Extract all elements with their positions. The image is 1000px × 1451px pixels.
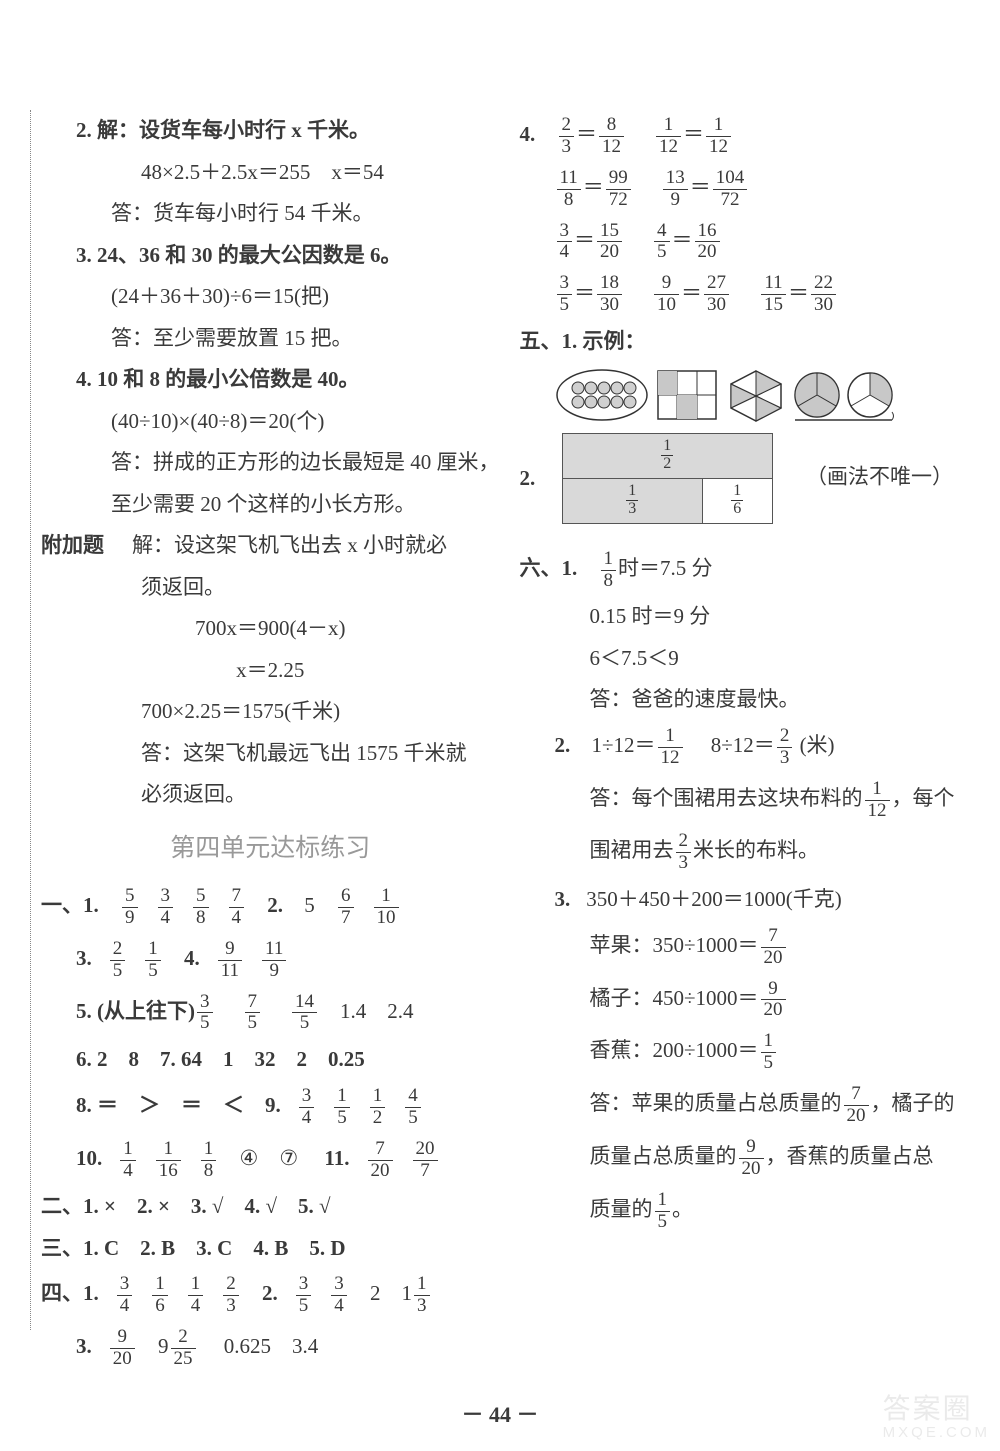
two-pies-icon [792,368,897,423]
answer-line: 34＝152045＝1620 [520,221,971,264]
answer-line: 六、1. 18时＝7.5 分 [520,549,971,592]
section-five: 五、1. 示例： [520,326,971,358]
answer-line: 一、1. 59345874 2. 5 67110 [41,886,500,929]
text-line: 质量的15。 [520,1190,971,1233]
answer-line: 10.1411618 ④ ⑦ 11.720207 [41,1139,500,1182]
text-line: 至少需要 20 个这样的小长方形。 [41,489,500,521]
text-line: 答：至少需要放置 15 把。 [41,323,500,355]
answer-line: 二、1. × 2. × 3. √ 4. √ 5. √ [41,1191,500,1223]
text-line: 48×2.5＋2.5x＝255 x＝54 [41,157,500,189]
section-heading: 第四单元达标练习 [41,830,500,868]
hexagon-icon [725,368,787,423]
text-line: 4. 10 和 8 的最小公倍数是 40。 [41,364,500,396]
text-line: 苹果：350÷1000＝720 [520,926,971,969]
answer-line: 3.920 9225 0.625 3.4 [41,1327,500,1370]
text-line: 附加题解：设这架飞机飞出去 x 小时就必 [41,530,500,562]
text-line: 围裙用去23米长的布料。 [520,831,971,874]
text-line: (24＋36＋30)÷6＝15(把) [41,281,500,313]
text-line: 2. 解：设货车每小时行 x 千米。 [41,115,500,147]
text-line: 答：爸爸的速度最快。 [520,684,971,716]
text-line: 须返回。 [41,572,500,604]
answer-line: 2. 1÷12＝112 8÷12＝23 (米) [520,726,971,769]
text-line: 答：每个围裙用去这块布料的112，每个 [520,779,971,822]
shapes-row [520,368,971,423]
text-line: 答：货车每小时行 54 千米。 [41,198,500,230]
answer-line: 4. 23＝812112＝112 [520,115,971,158]
answer-line: 三、1. C 2. B 3. C 4. B 5. D [41,1233,500,1265]
answer-line: 3.2515 4.911119 [41,939,500,982]
answer-line: 6. 2 8 7. 64 1 32 2 0.25 [41,1044,500,1076]
text-line: 香蕉：200÷1000＝15 [520,1031,971,1074]
answer-line: 5. (从上往下)3575145 1.4 2.4 [41,992,500,1035]
text-line: 3. 24、36 和 30 的最大公因数是 6。 [41,240,500,272]
text-line: x＝2.25 [41,655,500,687]
rect-figure-line: 2. 12 13 16 （画法不唯一） [520,433,971,524]
answer-line: 四、1.34161423 2.3534 2 113 [41,1274,500,1317]
page-number: － 44 － [0,1398,1000,1431]
answer-line: 8. ＝ ＞ ＝ ＜ 9.34151245 [41,1086,500,1129]
watermark: 答案圈 MXQE.COM [883,1394,990,1441]
answer-line: 35＝1830910＝27301115＝2230 [520,273,971,316]
text-line: 答：苹果的质量占总质量的720，橘子的 [520,1084,971,1127]
oval-dots-icon [555,368,650,423]
text-line: 质量占总质量的920，香蕉的质量占总 [520,1137,971,1180]
page-columns: 2. 解：设货车每小时行 x 千米。 48×2.5＋2.5x＝255 x＝54 … [0,0,1000,1380]
text-line: 700×2.25＝1575(千米) [41,696,500,728]
text-line: 6＜7.5＜9 [520,643,971,675]
answer-line: 118＝9972139＝10472 [520,168,971,211]
left-column: 2. 解：设货车每小时行 x 千米。 48×2.5＋2.5x＝255 x＝54 … [30,110,500,1330]
text-line: 答：拼成的正方形的边长最短是 40 厘米， [41,447,500,479]
grid-squares-icon [655,368,720,423]
text-line: 必须返回。 [41,779,500,811]
answer-line: 3.350＋450＋200＝1000(千克) [520,884,971,916]
text-line: (40÷10)×(40÷8)＝20(个) [41,406,500,438]
text-line: 700x＝900(4－x) [41,613,500,645]
text-line: 橘子：450÷1000＝920 [520,979,971,1022]
right-column: 4. 23＝812112＝112 118＝9972139＝10472 34＝15… [520,110,971,1330]
text-line: 答：这架飞机最远飞出 1575 千米就 [41,738,500,770]
fraction-rect-figure: 12 13 16 [562,433,773,524]
text-line: 0.15 时＝9 分 [520,601,971,633]
